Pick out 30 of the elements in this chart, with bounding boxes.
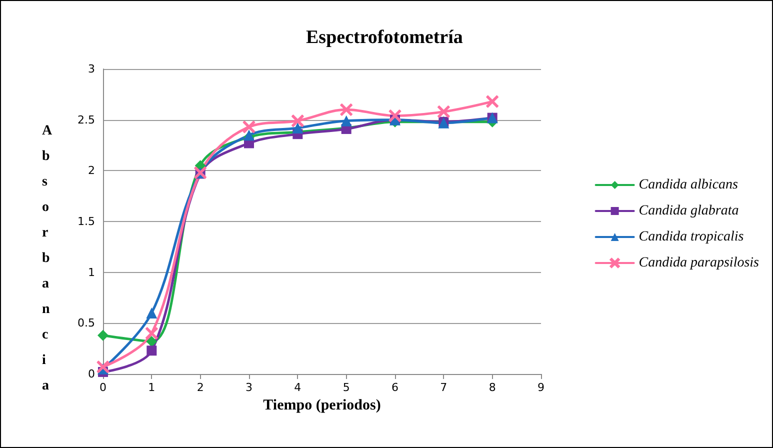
point xyxy=(98,330,108,341)
x-axis-title: Tiempo (periodos) xyxy=(263,398,381,414)
x-tick-label: 3 xyxy=(246,381,252,394)
y-tick-label: 2.5 xyxy=(78,113,95,126)
point xyxy=(146,336,158,347)
point xyxy=(340,115,352,126)
y-tick-label: 1.5 xyxy=(78,215,95,228)
y-tick-label: 0.5 xyxy=(78,316,95,330)
x-tick-label: 8 xyxy=(488,381,496,394)
chart-title: Espectrofotometría xyxy=(306,27,464,48)
y-tick-label: 2 xyxy=(88,164,95,178)
x-tick-label: 6 xyxy=(392,381,398,394)
x-tick-label: 5 xyxy=(342,381,350,394)
legend-label: Candida albicans xyxy=(638,178,739,192)
x-tick-label: 7 xyxy=(440,381,448,394)
x-tick-label: 2 xyxy=(196,381,204,394)
point xyxy=(146,308,158,318)
y-tick-label: 0 xyxy=(88,368,95,380)
y-tick-label: 3 xyxy=(88,62,95,76)
legend-label: Candida tropicalis xyxy=(638,230,744,244)
point xyxy=(292,122,304,134)
text: Absorbancia xyxy=(42,123,52,394)
legend-label: Candida glabrata xyxy=(638,204,739,218)
legend-label: Candida parapsilosis xyxy=(638,256,760,270)
y-tick-label: 1 xyxy=(88,266,95,279)
x-tick-label: 9 xyxy=(538,381,544,394)
x-tick-label: 1 xyxy=(148,381,156,394)
x-tick-label: 0 xyxy=(100,381,106,394)
point xyxy=(146,346,157,356)
x-tick-label: 4 xyxy=(294,381,302,394)
